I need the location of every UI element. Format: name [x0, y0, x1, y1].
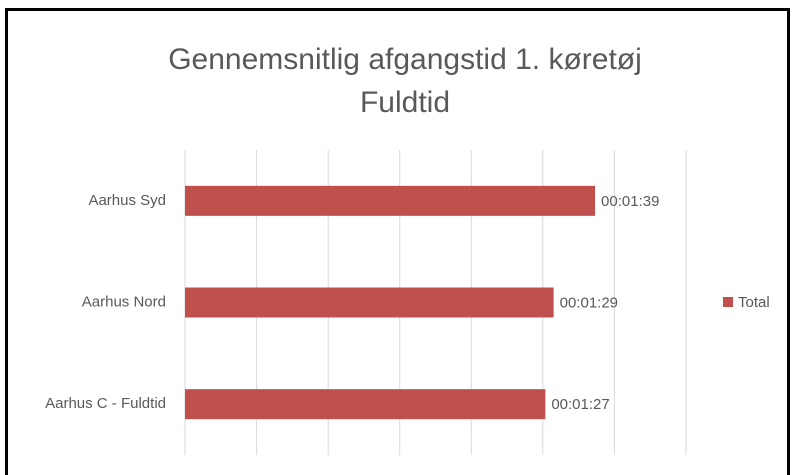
legend-swatch: [723, 297, 733, 307]
legend-label: Total: [738, 294, 770, 311]
y-tick-label: Aarhus Nord: [82, 293, 166, 310]
y-tick-label: Aarhus Syd: [88, 192, 166, 209]
data-label: 00:01:29: [560, 294, 618, 311]
data-label: 00:01:27: [551, 396, 609, 413]
bar: [185, 389, 546, 420]
y-tick-label: Aarhus C - Fuldtid: [45, 395, 166, 412]
bar: [185, 287, 554, 318]
data-label: 00:01:39: [601, 193, 659, 210]
bar: [185, 185, 596, 216]
chart-title: Gennemsnitlig afgangstid 1. køretøj: [168, 43, 642, 76]
chart-title: Fuldtid: [360, 86, 450, 119]
